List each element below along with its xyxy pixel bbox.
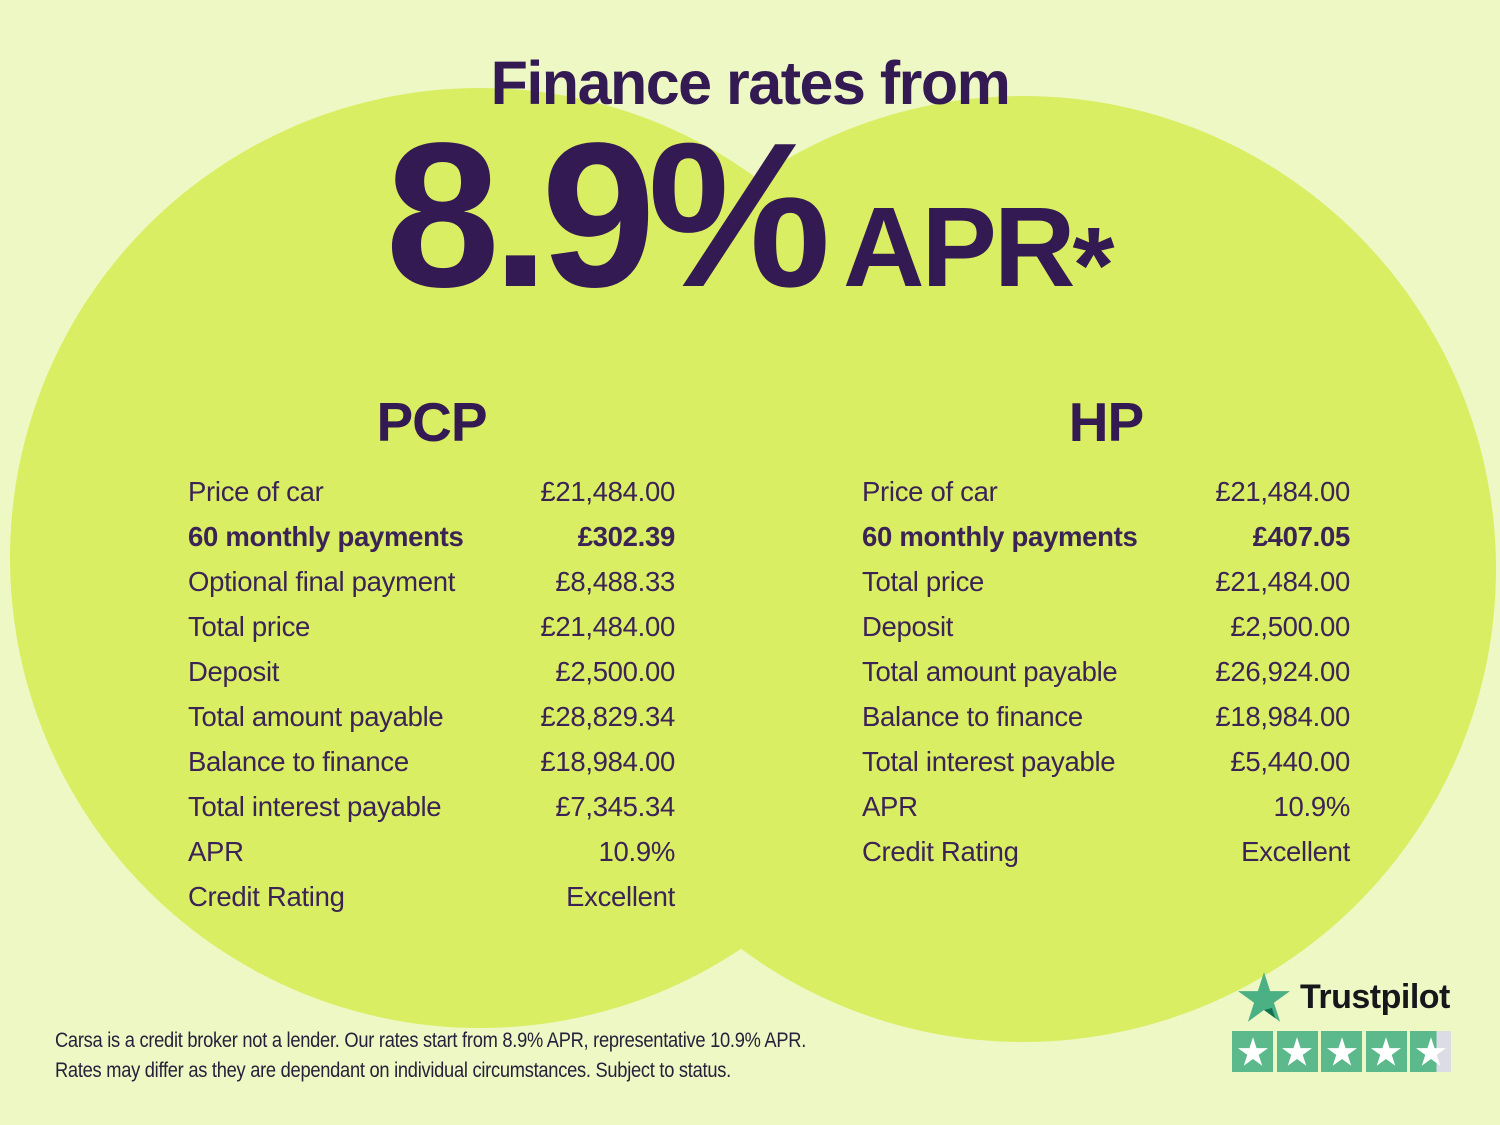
headline-rate-unit: APR (842, 184, 1076, 310)
trustpilot-star-box (1365, 1031, 1407, 1072)
finance-row-value: £21,484.00 (540, 475, 675, 507)
finance-row: APR 10.9% (862, 784, 1350, 829)
finance-row-value: £18,984.00 (1215, 700, 1350, 732)
legal-disclaimer-line2: Rates may differ as they are dependant o… (55, 1059, 731, 1082)
trustpilot-star-box (1321, 1031, 1362, 1072)
trustpilot-logo: Trustpilot (1232, 972, 1456, 1022)
finance-row: Total price £21,484.00 (188, 604, 675, 649)
finance-row-label: Credit Rating (862, 835, 1019, 867)
legal-disclaimer: Carsa is a credit broker not a lender. O… (55, 1026, 806, 1086)
finance-row: 60 monthly payments £407.05 (862, 514, 1350, 559)
finance-row-value: £407.05 (1252, 520, 1351, 552)
finance-row-label: Balance to finance (188, 745, 409, 777)
finance-row: Price of car £21,484.00 (862, 469, 1350, 514)
finance-row-label: 60 monthly payments (862, 520, 1138, 552)
finance-row-label: Price of car (188, 475, 324, 507)
finance-row: Total amount payable £28,829.34 (188, 694, 675, 739)
finance-row-value: £18,984.00 (540, 745, 675, 777)
headline-rate-asterisk: * (1072, 204, 1115, 325)
finance-row-label: Total amount payable (862, 655, 1118, 687)
trustpilot-badge: Trustpilot (1232, 972, 1456, 1072)
finance-row-label: Price of car (862, 475, 998, 507)
headline-rate-value: 8.9% (385, 100, 831, 330)
finance-row: Balance to finance £18,984.00 (188, 739, 675, 784)
hp-section-title: HP (1068, 391, 1144, 453)
finance-row-label: Total amount payable (188, 700, 444, 732)
finance-row-value: £2,500.00 (1230, 610, 1350, 642)
finance-row: Deposit £2,500.00 (862, 604, 1350, 649)
finance-row: Credit Rating Excellent (862, 829, 1350, 874)
finance-row-label: Balance to finance (862, 700, 1083, 732)
pcp-finance-table: Price of car £21,484.00 60 monthly payme… (188, 469, 675, 919)
hp-finance-table: Price of car £21,484.00 60 monthly payme… (862, 469, 1350, 874)
finance-row-label: Total interest payable (862, 745, 1116, 777)
finance-row: 60 monthly payments £302.39 (188, 514, 675, 559)
finance-row-value: £7,345.34 (555, 790, 675, 822)
page-title: Finance rates from (490, 49, 1011, 117)
finance-row-value: £8,488.33 (555, 565, 675, 597)
finance-row-value: Excellent (1241, 835, 1350, 867)
finance-row: Total interest payable £7,345.34 (188, 784, 675, 829)
trustpilot-stars (1232, 1031, 1456, 1072)
trustpilot-star-icon (1238, 972, 1290, 1022)
finance-row-value: £2,500.00 (555, 655, 675, 687)
finance-row-value: £21,484.00 (540, 610, 675, 642)
finance-row: Price of car £21,484.00 (188, 469, 675, 514)
finance-row: Total interest payable £5,440.00 (862, 739, 1350, 784)
finance-row-value: 10.9% (598, 835, 676, 867)
finance-row: APR 10.9% (188, 829, 675, 874)
finance-row-label: Deposit (188, 655, 280, 687)
trustpilot-star-box (1276, 1031, 1318, 1072)
trustpilot-star-box (1232, 1031, 1273, 1072)
trustpilot-brand-text: Trustpilot (1300, 977, 1450, 1016)
finance-row-value: 10.9% (1273, 790, 1351, 822)
finance-row-label: Total interest payable (188, 790, 442, 822)
finance-row-value: £21,484.00 (1215, 475, 1350, 507)
legal-disclaimer-line1: Carsa is a credit broker not a lender. O… (55, 1029, 807, 1052)
finance-row-label: Total price (188, 610, 311, 642)
finance-row: Deposit £2,500.00 (188, 649, 675, 694)
headline-rate: 8.9% APR * (0, 100, 1500, 330)
finance-row-label: 60 monthly payments (188, 520, 464, 552)
background-circle-right (550, 96, 1496, 1042)
finance-row: Credit Rating Excellent (188, 874, 675, 919)
finance-row-label: Total price (862, 565, 985, 597)
finance-row-label: Optional final payment (188, 565, 456, 597)
finance-row-value: Excellent (566, 880, 675, 912)
finance-row: Optional final payment £8,488.33 (188, 559, 675, 604)
finance-row-label: Credit Rating (188, 880, 345, 912)
finance-row: Total price £21,484.00 (862, 559, 1350, 604)
finance-row-value: £26,924.00 (1215, 655, 1350, 687)
finance-row-label: APR (862, 790, 918, 822)
trustpilot-star-box (1410, 1031, 1451, 1072)
finance-row-label: APR (188, 835, 244, 867)
finance-row-value: £5,440.00 (1230, 745, 1350, 777)
finance-row: Balance to finance £18,984.00 (862, 694, 1350, 739)
finance-row-value: £302.39 (577, 520, 676, 552)
finance-row-label: Deposit (862, 610, 954, 642)
finance-row-value: £21,484.00 (1215, 565, 1350, 597)
pcp-section-title: PCP (376, 391, 487, 453)
finance-row-value: £28,829.34 (540, 700, 675, 732)
finance-row: Total amount payable £26,924.00 (862, 649, 1350, 694)
